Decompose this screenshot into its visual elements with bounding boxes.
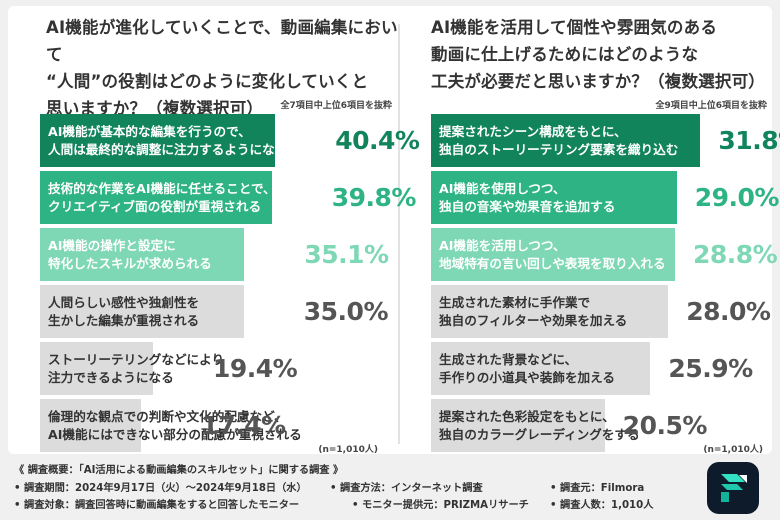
left-bar-value: 17.4% [201, 411, 286, 440]
left-bar-row: 倫理的な観点での判断や文化的配慮など、 AI機能にはできない部分の配慮が重視され… [40, 399, 392, 452]
right-bar-label: 生成された背景などに、 手作りの小道具や装飾を加える [439, 351, 615, 385]
right-bar-row: 提案された色彩設定をもとに、 独自のカラーグレーディングをする 20.5% [431, 399, 767, 452]
right-bar-label: 生成された素材に手作業で 独自のフィルターや効果を加える [439, 294, 628, 328]
filmora-logo-icon [707, 462, 759, 514]
left-bar-label: AI機能が基本的な編集を行うので、 人間は最終的な調整に注力するようになる [48, 123, 288, 157]
left-bar-label: AI機能の操作と設定に 特化したスキルが求められる [48, 237, 212, 271]
panel-divider [398, 24, 400, 444]
survey-card: AI機能が進化していくことで、動画編集において “人間”の役割はどのように変化し… [8, 6, 780, 455]
left-bar [40, 342, 153, 395]
right-bar-row: AI機能を活用しつつ、 地域特有の言い回しや表現を取り入れる 28.8% [431, 228, 778, 281]
survey-period: • 調査期間：2024年9月17日（火）〜2024年9月18日（水） [14, 482, 307, 494]
right-question-note: 全9項目中上位6項目を抜粋 [655, 101, 767, 111]
left-bar-label: ストーリーテリングなどにより 注力できるようになる [48, 351, 225, 385]
right-bar-value: 20.5% [622, 411, 708, 440]
right-question-title: AI機能を活用して個性や雰囲気のある 動画に仕上げるためにはどのような 工夫が必… [431, 18, 765, 91]
left-question-note: 全7項目中上位6項目を抜粋 [280, 101, 392, 111]
right-bar-label: 提案された色彩設定をもとに、 独自のカラーグレーディングをする [439, 408, 640, 442]
right-bar-row: 提案されたシーン構成をもとに、 独自のストーリーテリング要素を織り込む 31.8% [431, 114, 780, 167]
left-bar-value: 19.4% [212, 354, 298, 383]
survey-provider: • モニター提供元：PRIZMAリサーチ [352, 500, 529, 511]
left-bar-label: 技術的な作業をAI機能に任せることで、 クリエイティブ面の役割が重視される [48, 180, 276, 214]
right-bar-label: 提案されたシーン構成をもとに、 独自のストーリーテリング要素を織り込む [439, 123, 679, 157]
right-bar [431, 342, 651, 395]
left-bar [40, 171, 272, 224]
right-bar-row: 生成された背景などに、 手作りの小道具や装飾を加える 25.9% [431, 342, 767, 395]
survey-target: • 調査対象：調査回答時に動画編集をすると回答したモニター [14, 500, 300, 511]
left-bar-value: 35.0% [303, 297, 389, 326]
right-bar [431, 171, 677, 224]
survey-overview: 《 調査概要：「AI活用による動画編集のスキルセット」に関する調査 》 • 調査… [14, 462, 694, 515]
left-bar [40, 228, 245, 281]
left-bar-row: ストーリーテリングなどにより 注力できるようになる 19.4% [40, 342, 392, 395]
survey-source: • 調査元：Filmora [550, 482, 645, 494]
right-bar [431, 228, 675, 281]
left-bar-value: 40.4% [335, 126, 420, 155]
right-bar [431, 114, 701, 167]
right-bar [431, 285, 669, 338]
left-bar [40, 114, 276, 167]
right-bar-value: 31.8% [718, 126, 780, 155]
filmora-logo-graphic [721, 474, 747, 502]
right-bar-label: AI機能を活用しつつ、 地域特有の言い回しや表現を取り入れる [439, 237, 666, 271]
left-sample-size: (n=1,010人) [318, 445, 378, 455]
right-bar-value: 28.0% [686, 297, 771, 326]
right-bar-value: 29.0% [694, 183, 780, 212]
right-bar-row: AI機能を使用しつつ、 独自の音楽や効果音を追加する 29.0% [431, 171, 779, 224]
left-bar [40, 399, 142, 452]
right-bar-label: AI機能を使用しつつ、 独自の音楽や効果音を追加する [439, 180, 616, 214]
right-bar-value: 28.8% [693, 240, 778, 269]
left-bar-value: 39.8% [331, 183, 417, 212]
survey-title: 《 調査概要：「AI活用による動画編集のスキルセット」に関する調査 》 [14, 465, 344, 476]
left-question-title: AI機能が進化していくことで、動画編集において “人間”の役割はどのように変化し… [46, 18, 398, 118]
left-bar-row: 人間らしい感性や独創性を 生かした編集が重視される 35.0% [40, 285, 392, 338]
left-bar [40, 285, 244, 338]
left-bar-label: 倫理的な観点での判断や文化的配慮など、 AI機能にはできない部分の配慮が重視され… [48, 408, 302, 442]
left-bar-row: AI機能が基本的な編集を行うので、 人間は最終的な調整に注力するようになる 40.… [40, 114, 420, 167]
survey-method: • 調査方法：インターネット調査 [330, 482, 483, 494]
right-bar-row: 生成された素材に手作業で 独自のフィルターや効果を加える 28.0% [431, 285, 771, 338]
right-bar [431, 399, 605, 452]
left-bar-row: 技術的な作業をAI機能に任せることで、 クリエイティブ面の役割が重視される 39.… [40, 171, 416, 224]
right-sample-size: (n=1,010人) [703, 445, 763, 455]
right-bar-value: 25.9% [668, 354, 753, 383]
left-bar-row: AI機能の操作と設定に 特化したスキルが求められる 35.1% [40, 228, 392, 281]
left-bar-label: 人間らしい感性や独創性を 生かした編集が重視される [48, 294, 200, 328]
survey-respondents: • 調査人数：1,010人 [550, 500, 654, 511]
left-bar-value: 35.1% [304, 240, 389, 269]
